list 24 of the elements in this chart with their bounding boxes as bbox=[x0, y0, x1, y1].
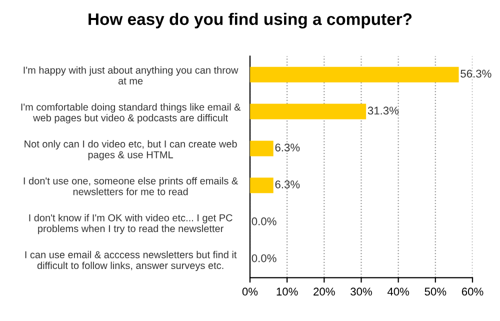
bar bbox=[250, 178, 274, 194]
data-label: 31.3% bbox=[368, 106, 399, 115]
y-tick-label: I don't know if I'm OK with video etc... I get PC problems when I try to read the newsletter bbox=[29, 214, 232, 234]
x-tick-label: 20% bbox=[314, 288, 335, 296]
data-label: 0.0% bbox=[252, 254, 276, 262]
data-label: 6.3% bbox=[275, 144, 300, 152]
y-tick-label: I'm happy with just about anything you can throw at me bbox=[24, 66, 238, 84]
y-tick-label: I don't use one, someone else prints off emails & newsletters for me to read bbox=[24, 177, 238, 196]
y-tick-label: I can use email & acccess newsletters but find it difficult to follow links, answer surveys etc. bbox=[25, 250, 237, 272]
y-tick-label: I'm comfortable doing standard things like email & web pages but video & podcasts are difficult bbox=[21, 103, 241, 124]
x-tick-label: 40% bbox=[387, 288, 410, 296]
x-tick-label: 60% bbox=[462, 288, 484, 296]
x-tick-label: 30% bbox=[350, 288, 372, 296]
bar bbox=[250, 104, 366, 120]
data-label: 56.3% bbox=[460, 70, 492, 78]
x-tick-label: 10% bbox=[276, 288, 298, 296]
bar bbox=[250, 140, 274, 156]
y-tick-label: Not only can I do video etc, but I can create web pages & use HTML bbox=[24, 140, 237, 160]
data-label: 6.3% bbox=[275, 180, 300, 188]
chart-title: How easy do you find using a computer? bbox=[88, 12, 412, 28]
data-label: 0.0% bbox=[252, 217, 276, 226]
x-tick-label: 50% bbox=[424, 288, 446, 296]
bar bbox=[250, 66, 459, 82]
x-tick-label: 0% bbox=[242, 288, 258, 296]
